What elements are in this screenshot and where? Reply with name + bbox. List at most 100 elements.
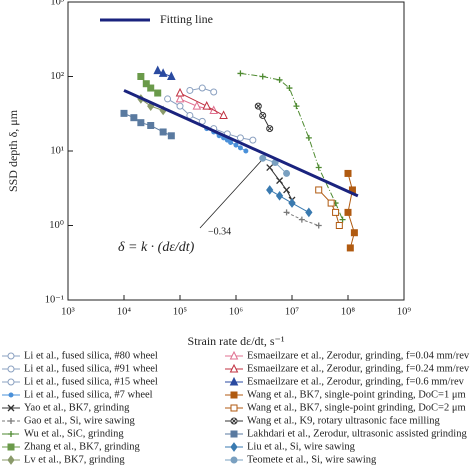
marker bbox=[305, 207, 313, 218]
fit-line bbox=[123, 89, 359, 198]
x-tick-label: 10⁵ bbox=[173, 306, 188, 317]
y-tick-label: 10⁻¹ bbox=[45, 294, 64, 305]
marker bbox=[154, 89, 162, 97]
marker bbox=[332, 208, 340, 216]
marker bbox=[7, 352, 15, 360]
marker bbox=[315, 222, 322, 229]
legend-label: Li et al., fused silica, #80 wheel bbox=[24, 350, 158, 361]
marker bbox=[175, 87, 185, 97]
legend-label: Fitting line bbox=[160, 12, 213, 26]
leader-line bbox=[199, 159, 263, 229]
marker bbox=[210, 88, 218, 96]
marker bbox=[230, 442, 238, 452]
marker bbox=[7, 378, 15, 386]
marker bbox=[327, 199, 335, 207]
x-tick-label: 10⁹ bbox=[397, 306, 412, 317]
marker bbox=[120, 109, 128, 117]
legend-label: Wang et al., BK7, single-point grinding,… bbox=[247, 389, 466, 400]
marker bbox=[186, 111, 194, 119]
legend-label: Teomete et al., Si, wire sawing bbox=[247, 454, 377, 465]
marker bbox=[130, 114, 138, 122]
legend-label: Wang et al., K9, rotary ultrasonic face … bbox=[247, 415, 441, 426]
marker bbox=[230, 404, 238, 412]
marker bbox=[142, 80, 150, 88]
marker bbox=[229, 363, 239, 373]
marker bbox=[350, 229, 358, 237]
marker bbox=[286, 85, 293, 92]
marker bbox=[339, 216, 346, 223]
marker bbox=[229, 350, 239, 360]
marker bbox=[175, 93, 185, 103]
plot-frame bbox=[67, 1, 405, 301]
marker bbox=[249, 136, 257, 144]
series-line bbox=[167, 98, 203, 122]
legend-label: Li et al., fused silica, #15 wheel bbox=[24, 376, 158, 387]
series-line bbox=[318, 189, 340, 226]
marker bbox=[230, 391, 238, 399]
marker bbox=[7, 365, 15, 373]
marker bbox=[8, 392, 14, 398]
marker bbox=[298, 216, 305, 223]
marker bbox=[305, 134, 312, 141]
legend-label: Li et al., fused silica, #7 wheel bbox=[24, 389, 153, 400]
marker bbox=[293, 103, 300, 110]
marker bbox=[275, 191, 284, 201]
marker-cross bbox=[267, 126, 273, 131]
marker bbox=[137, 73, 145, 80]
x-tick-label: 10⁴ bbox=[117, 306, 132, 317]
marker bbox=[346, 244, 354, 252]
marker bbox=[153, 65, 163, 75]
marker bbox=[283, 169, 291, 177]
marker bbox=[236, 134, 244, 142]
y-axis-label: SSD depth δ, μm bbox=[6, 109, 20, 192]
marker bbox=[147, 121, 155, 129]
y-tick-label: 10¹ bbox=[50, 145, 64, 156]
marker bbox=[229, 376, 239, 386]
legend-label: Lakhdari et al., Zerodur, ultrasonic ass… bbox=[247, 428, 467, 439]
legend-label: Li et al., fused silica, #91 wheel bbox=[24, 363, 158, 374]
marker bbox=[230, 456, 238, 464]
marker bbox=[158, 68, 168, 77]
marker bbox=[176, 102, 184, 110]
y-tick-label: 10² bbox=[50, 71, 64, 82]
marker bbox=[315, 164, 322, 171]
legend-label: Wang et al., BK7, single-point grinding,… bbox=[247, 402, 466, 413]
legend-label: Esmaeilzare et al., Zerodur, grinding, f… bbox=[247, 363, 470, 374]
legend-label: Liu et al., Si, wire sawing bbox=[247, 441, 356, 452]
series-line bbox=[286, 211, 319, 226]
marker bbox=[8, 418, 14, 424]
marker-cross bbox=[231, 418, 237, 424]
x-tick-label: 10⁷ bbox=[285, 306, 300, 317]
marker bbox=[167, 71, 176, 80]
marker bbox=[167, 132, 175, 140]
marker bbox=[192, 101, 202, 110]
marker bbox=[7, 443, 15, 451]
marker bbox=[259, 73, 266, 80]
marker bbox=[8, 431, 14, 437]
marker bbox=[230, 430, 238, 438]
marker bbox=[198, 84, 206, 92]
legend-label: Zhang et al., BK7, grinding bbox=[24, 441, 141, 452]
marker bbox=[228, 140, 234, 146]
legend-label: Wu et al., SiC, grinding bbox=[24, 428, 124, 439]
marker bbox=[259, 154, 267, 162]
marker bbox=[7, 455, 15, 465]
y-tick-label: 10³ bbox=[50, 0, 64, 7]
marker bbox=[283, 186, 291, 194]
marker bbox=[233, 142, 239, 148]
x-tick-label: 10⁶ bbox=[229, 306, 244, 317]
x-axis-label: Strain rate dε/dt, s⁻¹ bbox=[188, 334, 285, 348]
legend-label: Esmaeilzare et al., Zerodur, grinding, f… bbox=[247, 350, 470, 361]
legend-label: Gao et al., Si, wire sawing bbox=[24, 415, 136, 426]
marker bbox=[186, 86, 194, 94]
x-tick-label: 10³ bbox=[61, 306, 75, 317]
series-line bbox=[213, 128, 253, 141]
marker bbox=[344, 169, 352, 177]
legend-label: Yao et al., BK7, grinding bbox=[24, 402, 130, 413]
marker bbox=[237, 70, 244, 77]
marker bbox=[7, 404, 15, 412]
marker bbox=[159, 128, 167, 136]
marker bbox=[276, 76, 283, 83]
y-tick-label: 10⁰ bbox=[49, 219, 65, 231]
